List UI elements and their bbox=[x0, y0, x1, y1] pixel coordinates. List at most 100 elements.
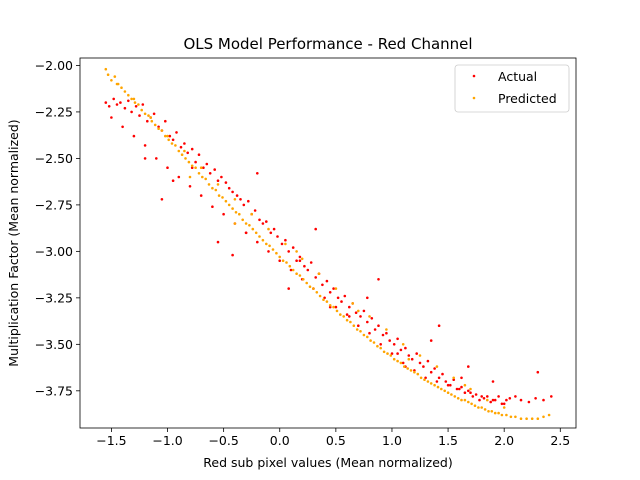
point-actual bbox=[478, 398, 481, 402]
point-actual bbox=[197, 153, 201, 156]
point-predicted bbox=[288, 264, 292, 268]
point-actual bbox=[115, 103, 119, 106]
point-predicted bbox=[401, 343, 405, 346]
point-predicted bbox=[409, 369, 413, 372]
point-actual bbox=[542, 398, 545, 402]
point-actual bbox=[164, 119, 167, 123]
point-actual bbox=[171, 179, 175, 182]
point-predicted bbox=[271, 248, 275, 251]
point-actual bbox=[244, 231, 248, 235]
point-predicted bbox=[332, 305, 335, 309]
point-actual bbox=[399, 348, 403, 352]
point-predicted bbox=[250, 212, 253, 216]
point-actual bbox=[441, 372, 444, 376]
point-actual bbox=[491, 398, 495, 402]
point-actual bbox=[152, 112, 156, 116]
point-predicted bbox=[166, 134, 169, 138]
point-predicted bbox=[419, 376, 423, 380]
point-predicted bbox=[305, 281, 309, 285]
point-actual bbox=[444, 380, 448, 383]
point-actual bbox=[202, 166, 205, 169]
point-actual bbox=[415, 352, 419, 355]
point-predicted bbox=[120, 86, 123, 89]
point-actual bbox=[336, 296, 340, 300]
point-predicted bbox=[372, 341, 376, 344]
point-actual bbox=[199, 194, 203, 197]
y-tick-label: −2.75 bbox=[35, 197, 73, 212]
point-actual bbox=[213, 168, 216, 171]
legend-label-actual: Actual bbox=[498, 69, 537, 84]
point-predicted bbox=[382, 350, 386, 354]
point-actual bbox=[407, 354, 411, 357]
point-predicted bbox=[359, 330, 362, 333]
point-predicted bbox=[295, 272, 298, 276]
point-predicted bbox=[467, 400, 470, 404]
point-predicted bbox=[217, 194, 221, 197]
point-actual bbox=[211, 205, 214, 208]
point-predicted bbox=[265, 242, 268, 246]
point-predicted bbox=[211, 186, 214, 190]
point-predicted bbox=[113, 75, 117, 78]
y-axis-title: Multiplication Factor (Mean normalized) bbox=[6, 119, 21, 366]
point-predicted bbox=[403, 365, 406, 368]
y-tick-label: −3.50 bbox=[35, 337, 73, 352]
point-predicted bbox=[149, 116, 152, 119]
point-predicted bbox=[157, 127, 160, 130]
point-actual bbox=[247, 199, 250, 203]
point-actual bbox=[239, 198, 242, 201]
x-tick-label: 2.5 bbox=[550, 433, 570, 448]
point-actual bbox=[500, 402, 504, 406]
point-actual bbox=[175, 131, 178, 134]
point-predicted bbox=[184, 157, 187, 160]
point-predicted bbox=[227, 203, 231, 207]
point-predicted bbox=[470, 402, 473, 406]
y-tick-label: −3.00 bbox=[35, 244, 73, 259]
point-actual bbox=[388, 339, 392, 342]
point-actual bbox=[314, 276, 318, 279]
point-actual bbox=[284, 238, 287, 242]
point-actual bbox=[377, 278, 380, 281]
point-predicted bbox=[284, 242, 287, 246]
point-actual bbox=[550, 395, 553, 398]
point-predicted bbox=[452, 376, 456, 380]
x-tick-label: −0.5 bbox=[208, 433, 238, 448]
point-predicted bbox=[207, 183, 211, 186]
point-actual bbox=[348, 315, 351, 318]
point-actual bbox=[469, 391, 472, 395]
point-predicted bbox=[285, 261, 288, 264]
point-actual bbox=[410, 357, 414, 361]
point-predicted bbox=[509, 415, 513, 419]
point-predicted bbox=[399, 361, 403, 365]
point-actual bbox=[235, 194, 239, 197]
point-actual bbox=[205, 162, 209, 166]
point-actual bbox=[255, 240, 259, 244]
point-predicted bbox=[190, 164, 194, 168]
point-actual bbox=[460, 385, 463, 389]
point-actual bbox=[138, 114, 141, 117]
point-actual bbox=[348, 305, 351, 309]
point-actual bbox=[452, 378, 456, 382]
point-actual bbox=[272, 227, 276, 231]
point-actual bbox=[134, 105, 138, 108]
point-predicted bbox=[325, 300, 329, 303]
point-predicted bbox=[436, 385, 440, 389]
point-actual bbox=[298, 259, 302, 263]
point-predicted bbox=[241, 218, 244, 222]
point-predicted bbox=[188, 175, 192, 179]
point-predicted bbox=[233, 198, 237, 201]
point-predicted bbox=[389, 354, 393, 357]
point-actual bbox=[177, 175, 181, 179]
point-predicted bbox=[453, 395, 457, 398]
point-actual bbox=[527, 400, 531, 404]
point-predicted bbox=[349, 320, 352, 324]
point-predicted bbox=[429, 382, 433, 385]
point-actual bbox=[123, 106, 127, 110]
point-actual bbox=[505, 398, 508, 402]
point-predicted bbox=[473, 404, 477, 408]
point-actual bbox=[227, 186, 231, 190]
point-predicted bbox=[505, 413, 508, 417]
y-tick-label: −2.00 bbox=[35, 58, 73, 73]
point-predicted bbox=[197, 172, 201, 175]
point-actual bbox=[231, 253, 234, 257]
point-actual bbox=[463, 391, 467, 395]
